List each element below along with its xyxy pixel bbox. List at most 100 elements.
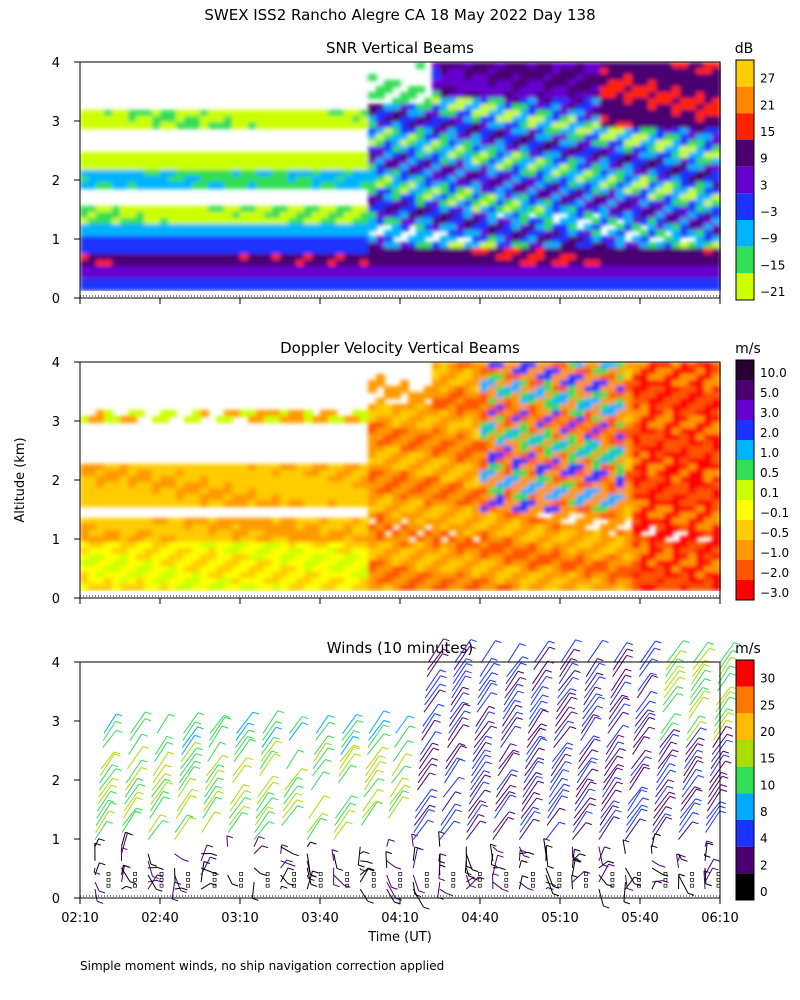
heatmap-cell [608, 446, 617, 453]
heatmap-cell [544, 140, 553, 147]
heatmap-cell [640, 428, 649, 435]
heatmap-cell [480, 68, 489, 75]
heatmap-cell [456, 518, 465, 525]
wind-barb [171, 881, 176, 899]
heatmap-cell [224, 164, 233, 171]
heatmap-cell [200, 230, 209, 237]
heatmap-cell [392, 182, 401, 189]
heatmap-cell [312, 554, 321, 561]
heatmap-cell [320, 560, 329, 567]
heatmap-cell [136, 242, 145, 249]
heatmap-cell [400, 584, 409, 591]
heatmap-cell [336, 182, 345, 189]
heatmap-cell [632, 212, 641, 219]
heatmap-cell [608, 368, 617, 375]
heatmap-cell [632, 428, 641, 435]
heatmap-cell [464, 410, 473, 417]
heatmap-cell [96, 182, 105, 189]
heatmap-cell [384, 194, 393, 201]
heatmap-cell [160, 500, 169, 507]
heatmap-cell [528, 164, 537, 171]
heatmap-cell [536, 164, 545, 171]
heatmap-cell [656, 572, 665, 579]
heatmap-cell [544, 362, 553, 369]
heatmap-cell [248, 266, 257, 273]
heatmap-cell [688, 176, 697, 183]
heatmap-cell [440, 128, 449, 135]
heatmap-cell [512, 434, 521, 441]
heatmap-cell [520, 242, 529, 249]
heatmap-cell [448, 206, 457, 213]
heatmap-cell [184, 212, 193, 219]
heatmap-cell [408, 488, 417, 495]
heatmap-cell [464, 272, 473, 279]
heatmap-cell [184, 470, 193, 477]
heatmap-cell [624, 116, 633, 123]
heatmap-cell [696, 62, 705, 69]
heatmap-cell [600, 362, 609, 369]
heatmap-cell [312, 536, 321, 543]
heatmap-cell [544, 452, 553, 459]
heatmap-cell [136, 494, 145, 501]
heatmap-cell [376, 380, 385, 387]
heatmap-cell [376, 266, 385, 273]
heatmap-cell [520, 134, 529, 141]
heatmap-cell [368, 470, 377, 477]
heatmap-cell [640, 92, 649, 99]
heatmap-cell [656, 260, 665, 267]
heatmap-cell [512, 512, 521, 519]
wind-barb-flag [125, 831, 132, 835]
heatmap-cell [472, 470, 481, 477]
heatmap-cell [456, 446, 465, 453]
heatmap-cell [416, 500, 425, 507]
heatmap-cell [208, 110, 217, 117]
colorbar-cell [736, 420, 754, 440]
heatmap-cell [616, 80, 625, 87]
heatmap-cell [320, 236, 329, 243]
heatmap-cell [568, 506, 577, 513]
heatmap-cell [392, 530, 401, 537]
heatmap-cell [544, 566, 553, 573]
heatmap-cell [520, 482, 529, 489]
heatmap-cell [568, 470, 577, 477]
heatmap-cell [224, 494, 233, 501]
heatmap-cell [568, 560, 577, 567]
wind-barb [156, 714, 170, 734]
heatmap-cell [296, 242, 305, 249]
heatmap-cell [160, 248, 169, 255]
heatmap-cell [472, 410, 481, 417]
heatmap-cell [696, 584, 705, 591]
heatmap-cell [248, 578, 257, 585]
heatmap-cell [504, 248, 513, 255]
heatmap-cell [600, 446, 609, 453]
heatmap-cell [320, 542, 329, 549]
heatmap-cell [600, 506, 609, 513]
heatmap-cell [584, 566, 593, 573]
heatmap-cell [600, 536, 609, 543]
heatmap-cell [576, 506, 585, 513]
heatmap-cell [712, 524, 721, 531]
heatmap-cell [576, 476, 585, 483]
heatmap-cell [360, 482, 369, 489]
heatmap-cell [384, 158, 393, 165]
heatmap-cell [224, 248, 233, 255]
heatmap-cell [232, 170, 241, 177]
heatmap-cell [712, 248, 721, 255]
heatmap-cell [440, 278, 449, 285]
heatmap-cell [320, 572, 329, 579]
heatmap-cell [448, 434, 457, 441]
heatmap-cell [320, 230, 329, 237]
heatmap-cell [448, 128, 457, 135]
heatmap-cell [616, 158, 625, 165]
heatmap-cell [408, 278, 417, 285]
heatmap-cell [288, 158, 297, 165]
heatmap-cell [648, 392, 657, 399]
heatmap-cell [688, 530, 697, 537]
heatmap-cell [104, 152, 113, 159]
heatmap-cell [560, 152, 569, 159]
heatmap-cell [480, 410, 489, 417]
heatmap-cell [328, 110, 337, 117]
heatmap-cell [472, 524, 481, 531]
heatmap-cell [256, 542, 265, 549]
heatmap-cell [88, 554, 97, 561]
